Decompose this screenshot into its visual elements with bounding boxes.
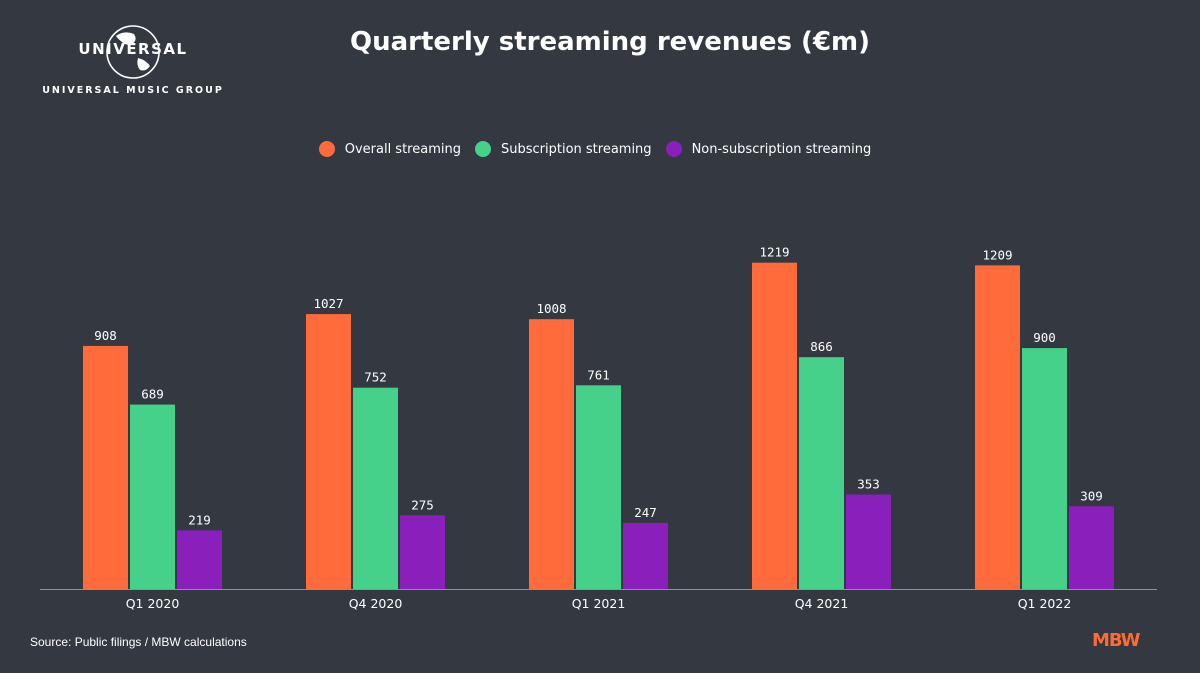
data-label: 1219 <box>759 245 789 260</box>
legend-swatch-non-subscription <box>665 141 682 157</box>
data-label: 1027 <box>313 296 343 311</box>
bar-subscription-streaming-q1-2020 <box>130 404 175 589</box>
bar-non-subscription-streaming-q1-2022 <box>1069 506 1114 589</box>
data-label: 908 <box>94 328 117 343</box>
logo-subtitle-text: UNIVERSAL MUSIC GROUP <box>42 85 224 96</box>
bar-non-subscription-streaming-q4-2020 <box>400 515 445 589</box>
x-tick-label: Q1 2022 <box>1018 596 1072 611</box>
bar-subscription-streaming-q4-2020 <box>353 387 398 589</box>
bar-non-subscription-streaming-q1-2021 <box>623 522 668 589</box>
x-tick-label: Q4 2021 <box>795 596 849 611</box>
bar-non-subscription-streaming-q4-2021 <box>846 494 891 589</box>
data-label: 866 <box>810 339 833 354</box>
logo-brand-text: UNIVERSAL <box>78 40 188 58</box>
bar-subscription-streaming-q1-2022 <box>1022 348 1067 589</box>
chart-legend: Overall streaming Subscription streaming… <box>0 141 1190 157</box>
data-label: 309 <box>1080 488 1103 503</box>
x-tick-label: Q1 2021 <box>572 596 626 611</box>
legend-item-overall: Overall streaming <box>318 141 461 157</box>
chart-title: Quarterly streaming revenues (€m) <box>349 27 871 57</box>
globe-icon <box>106 25 160 79</box>
mbw-logo: MBW <box>1092 630 1141 651</box>
legend-label-non-subscription: Non-subscription streaming <box>691 141 872 157</box>
data-label: 247 <box>634 505 657 520</box>
x-tick-label: Q4 2020 <box>349 596 403 611</box>
data-label: 275 <box>411 497 434 512</box>
legend-item-subscription: Subscription streaming <box>474 141 652 157</box>
bar-non-subscription-streaming-q1-2020 <box>177 530 222 589</box>
legend-swatch-subscription <box>474 141 491 157</box>
data-label: 219 <box>188 512 211 527</box>
data-label: 752 <box>364 370 387 385</box>
legend-swatch-overall <box>318 141 335 157</box>
data-label: 689 <box>141 387 164 402</box>
universal-logo: UNIVERSAL UNIVERSAL MUSIC GROUP <box>38 22 228 102</box>
bar-overall-streaming-q4-2021 <box>752 262 797 589</box>
data-label: 761 <box>587 367 610 382</box>
bar-subscription-streaming-q4-2021 <box>799 357 844 589</box>
x-tick-label: Q1 2020 <box>126 596 180 611</box>
legend-item-non-subscription: Non-subscription streaming <box>665 141 872 157</box>
data-label: 1008 <box>536 301 566 316</box>
bar-overall-streaming-q1-2022 <box>975 265 1020 589</box>
bar-subscription-streaming-q1-2021 <box>576 385 621 589</box>
data-label: 1209 <box>982 247 1012 262</box>
legend-label-subscription: Subscription streaming <box>500 141 652 157</box>
data-label: 900 <box>1033 330 1056 345</box>
bar-overall-streaming-q1-2020 <box>83 345 128 589</box>
bar-overall-streaming-q1-2021 <box>529 319 574 589</box>
bar-overall-streaming-q4-2020 <box>306 314 351 589</box>
data-label: 353 <box>857 477 880 492</box>
source-note: Source: Public filings / MBW calculation… <box>30 635 247 649</box>
legend-label-overall: Overall streaming <box>344 141 461 157</box>
